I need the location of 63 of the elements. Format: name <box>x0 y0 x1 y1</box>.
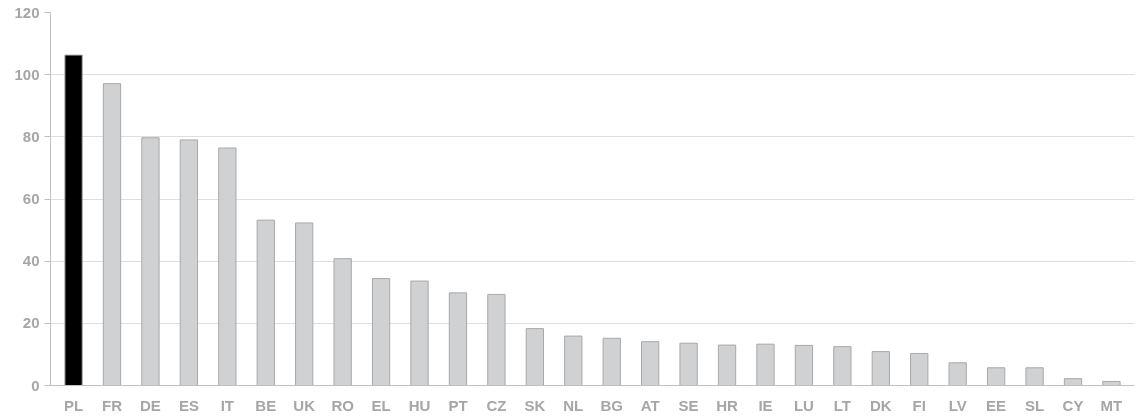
bar <box>871 351 890 386</box>
bar <box>679 342 698 386</box>
bar <box>448 292 468 386</box>
y-tick-label: 100 <box>14 65 40 83</box>
x-tick-label: IT <box>220 396 234 414</box>
x-tick-label: EL <box>371 396 391 414</box>
y-tick-label: 120 <box>14 3 40 21</box>
bar <box>910 352 929 386</box>
y-tick-label: 0 <box>31 376 40 394</box>
x-tick-label: CY <box>1062 396 1084 414</box>
x-tick-label: HR <box>716 396 739 414</box>
x-tick-label: SE <box>678 396 699 414</box>
x-tick-label: DK <box>869 396 892 414</box>
x-tick-label: FR <box>102 396 123 414</box>
x-tick-label: FI <box>912 396 926 414</box>
bar <box>948 362 967 386</box>
bar <box>1102 380 1121 386</box>
x-tick-label: LV <box>948 396 967 414</box>
bar <box>602 337 621 386</box>
y-tick-label: 80 <box>22 127 40 145</box>
bar <box>1025 367 1044 386</box>
x-tick-label: CZ <box>486 396 507 414</box>
bar <box>564 335 583 386</box>
x-tick-label: PT <box>448 396 468 414</box>
bar <box>179 139 199 386</box>
bar <box>333 258 352 386</box>
x-tick-label: RO <box>331 396 355 414</box>
bar <box>641 341 660 386</box>
bar <box>256 219 275 386</box>
bar <box>64 54 83 386</box>
x-tick-label: EE <box>986 396 1007 414</box>
x-tick-label: ES <box>178 396 199 414</box>
x-tick-label: SK <box>524 396 546 414</box>
x-tick-label: BG <box>600 396 623 414</box>
bar <box>102 83 122 386</box>
x-tick-label: NL <box>563 396 584 414</box>
bar <box>717 344 737 386</box>
bar <box>295 222 314 386</box>
x-tick-label: PL <box>63 396 84 414</box>
bar <box>410 280 429 386</box>
bar <box>986 367 1006 386</box>
x-tick-label: LU <box>793 396 814 414</box>
x-tick-label: BE <box>255 396 277 414</box>
bar <box>218 147 237 386</box>
x-tick-label: UK <box>293 396 316 414</box>
x-tick-label: AT <box>640 396 660 414</box>
bar <box>487 293 506 386</box>
bar <box>1063 378 1083 386</box>
x-tick-label: HU <box>408 396 431 414</box>
bar <box>794 344 814 386</box>
x-tick-label: IE <box>758 396 773 414</box>
y-tick-label: 60 <box>22 190 40 207</box>
y-tick-label: 20 <box>22 314 40 332</box>
x-tick-label: MT <box>1100 396 1123 414</box>
bar <box>756 343 775 386</box>
bar <box>525 328 544 386</box>
x-tick-label: LT <box>833 396 851 414</box>
bar <box>833 346 852 386</box>
bar <box>371 278 391 386</box>
y-tick-label: 40 <box>22 252 40 270</box>
bar <box>141 137 160 386</box>
x-tick-label: DE <box>140 396 161 414</box>
x-tick-label: SL <box>1024 396 1045 414</box>
